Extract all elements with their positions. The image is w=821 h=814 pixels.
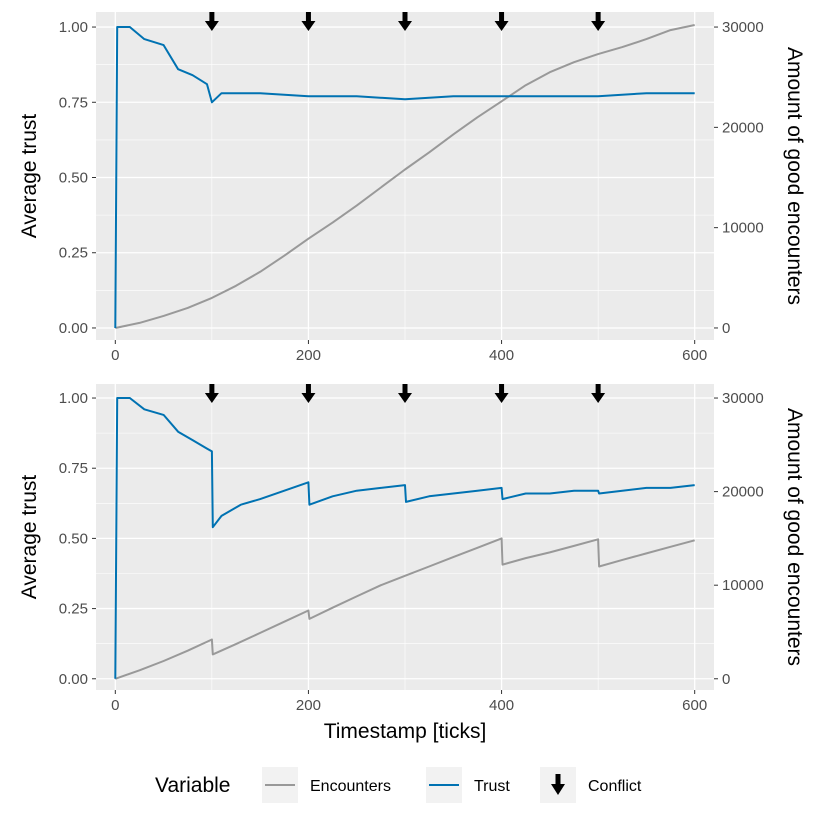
top-panel-series xyxy=(114,24,695,329)
y-tick-label: 0.50 xyxy=(59,170,88,187)
series-line-trust xyxy=(114,26,695,329)
y-tick-label: 0.25 xyxy=(59,245,88,262)
top-panel-secondary-y-axis-label: Amount of good encounters xyxy=(783,47,806,305)
y2-tick-label: 10000 xyxy=(722,577,764,594)
bottom-panel-y-axis-label: Average trust xyxy=(18,475,41,600)
legend-arrow-conflict-icon xyxy=(551,774,565,795)
y-tick-label: 0.75 xyxy=(59,460,88,477)
x-tick-label: 0 xyxy=(111,697,119,714)
x-tick-label: 400 xyxy=(489,347,514,364)
x-tick-label: 200 xyxy=(296,697,321,714)
legend-item-conflict: Conflict xyxy=(540,767,642,803)
conflict-arrow-icon xyxy=(591,12,606,31)
y-tick-label: 0.25 xyxy=(59,601,88,618)
top-panel-y-axis-label: Average trust xyxy=(18,114,41,239)
y-tick-label: 0.75 xyxy=(59,94,88,111)
top-panel-axes: 0 200 400 600 0.00 0.25 0.50 0.75 1.00 0 10000 2000… xyxy=(59,19,764,364)
y2-tick-label: 20000 xyxy=(722,119,764,136)
y2-tick-label: 0 xyxy=(722,320,730,337)
conflict-arrow-icon xyxy=(494,12,509,31)
conflict-arrow-icon xyxy=(398,12,412,31)
conflict-arrow-icon xyxy=(204,12,219,31)
y2-tick-label: 20000 xyxy=(722,484,764,501)
conflict-arrow-icon xyxy=(301,12,316,31)
conflict-arrow-icon xyxy=(204,384,219,403)
legend: Variable Encounters Trust Conflict xyxy=(155,767,642,803)
bottom-panel-secondary-y-axis-label: Amount of good encounters xyxy=(783,408,806,666)
legend-label-trust: Trust xyxy=(474,778,510,795)
series-line-trust xyxy=(114,397,695,679)
series-line-encounters xyxy=(114,537,695,680)
conflict-arrow-icon xyxy=(494,384,509,403)
x-axis-label: Timestamp [ticks] xyxy=(324,720,487,743)
legend-label-conflict: Conflict xyxy=(588,778,642,795)
top-panel-conflict-markers xyxy=(204,12,606,31)
top-panel: 0 200 400 600 0.00 0.25 0.50 0.75 1.00 0 10000 2000… xyxy=(18,12,806,364)
bottom-panel: 0 200 400 600 0.00 0.25 0.50 0.75 1.00 0 10000 2000… xyxy=(18,384,806,743)
x-tick-label: 600 xyxy=(682,697,707,714)
conflict-arrow-icon xyxy=(301,384,316,403)
conflict-arrow-icon xyxy=(398,384,412,403)
y-tick-label: 0.50 xyxy=(59,530,88,547)
bottom-panel-series xyxy=(114,397,695,680)
y-tick-label: 0.00 xyxy=(59,320,88,337)
bottom-panel-axes: 0 200 400 600 0.00 0.25 0.50 0.75 1.00 0 10000 2000… xyxy=(59,390,764,714)
y-tick-label: 1.00 xyxy=(59,19,88,36)
x-tick-label: 400 xyxy=(489,697,514,714)
series-line-encounters xyxy=(115,24,695,329)
bottom-panel-conflict-markers xyxy=(204,384,606,403)
conflict-arrow-icon xyxy=(591,384,606,403)
y2-tick-label: 30000 xyxy=(722,390,764,407)
y2-tick-label: 30000 xyxy=(722,19,764,36)
y-tick-label: 1.00 xyxy=(59,390,88,407)
y2-tick-label: 10000 xyxy=(722,220,764,237)
x-tick-label: 600 xyxy=(682,347,707,364)
legend-item-encounters: Encounters xyxy=(262,767,391,803)
legend-item-trust: Trust xyxy=(426,767,510,803)
x-tick-label: 200 xyxy=(296,347,321,364)
legend-title: Variable xyxy=(155,774,231,797)
y-tick-label: 0.00 xyxy=(59,671,88,688)
x-tick-label: 0 xyxy=(111,347,119,364)
y2-tick-label: 0 xyxy=(722,671,730,688)
legend-label-encounters: Encounters xyxy=(310,778,391,795)
